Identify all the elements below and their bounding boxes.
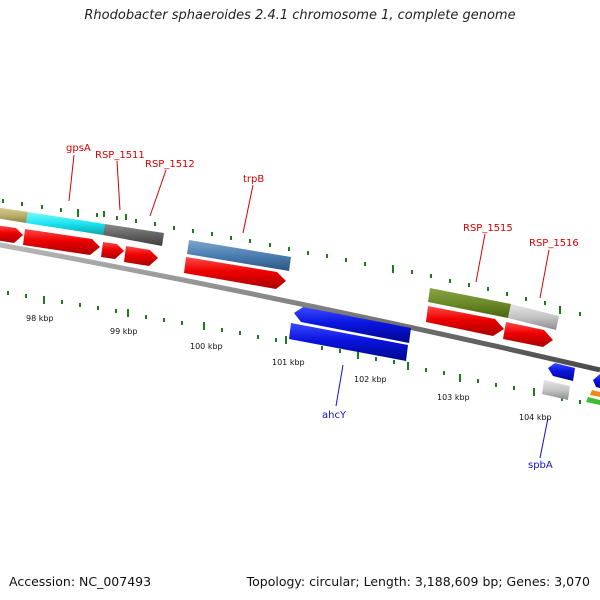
scale-label: 102 kbp bbox=[354, 375, 387, 384]
scale-label: 104 kbp bbox=[519, 413, 552, 422]
chromosome-backbone bbox=[0, 242, 600, 373]
gene-label: ahcY bbox=[322, 410, 347, 421]
cds-arrow bbox=[124, 246, 158, 266]
map-title: Rhodobacter sphaeroides 2.4.1 chromosome… bbox=[84, 8, 516, 23]
cds-arrow bbox=[503, 322, 553, 347]
accession-text: Accession: NC_007493 bbox=[9, 574, 152, 589]
gene-label: spbA bbox=[528, 460, 553, 471]
scale-label: 99 kbp bbox=[110, 327, 138, 336]
gene-label: RSP_1516 bbox=[529, 238, 579, 249]
cds-arrow bbox=[426, 306, 504, 336]
leader-lines bbox=[68, 154, 550, 459]
gene-block bbox=[542, 380, 570, 400]
gene-label: RSP_1511 bbox=[95, 150, 145, 161]
gene-label: RSP_1515 bbox=[463, 223, 513, 234]
reverse-gene-track bbox=[289, 307, 600, 405]
scale-label: 100 kbp bbox=[190, 342, 223, 351]
scale-label: 101 kbp bbox=[272, 358, 305, 367]
gene-arrow bbox=[548, 363, 575, 381]
gene-label: RSP_1512 bbox=[145, 159, 195, 170]
cds-arrow bbox=[23, 229, 100, 255]
gene-arrow bbox=[294, 307, 411, 343]
gene-block bbox=[590, 390, 600, 397]
forward-cds-track bbox=[0, 225, 553, 347]
cds-arrow bbox=[0, 225, 23, 243]
gene-label: gpsA bbox=[66, 143, 91, 154]
scale-label: 98 kbp bbox=[26, 314, 54, 323]
genome-summary-text: Topology: circular; Length: 3,188,609 bp… bbox=[246, 574, 590, 589]
inner-tick-track bbox=[7, 291, 581, 404]
gene-block bbox=[586, 397, 600, 405]
gene-label: trpB bbox=[243, 174, 264, 185]
forward-color-track bbox=[0, 207, 559, 330]
cds-arrow bbox=[184, 257, 286, 289]
gene-arrow bbox=[593, 374, 600, 388]
cds-arrow bbox=[101, 242, 124, 259]
gene-arrow bbox=[289, 323, 408, 361]
outer-tick-track bbox=[2, 199, 581, 316]
scale-label: 103 kbp bbox=[437, 393, 470, 402]
